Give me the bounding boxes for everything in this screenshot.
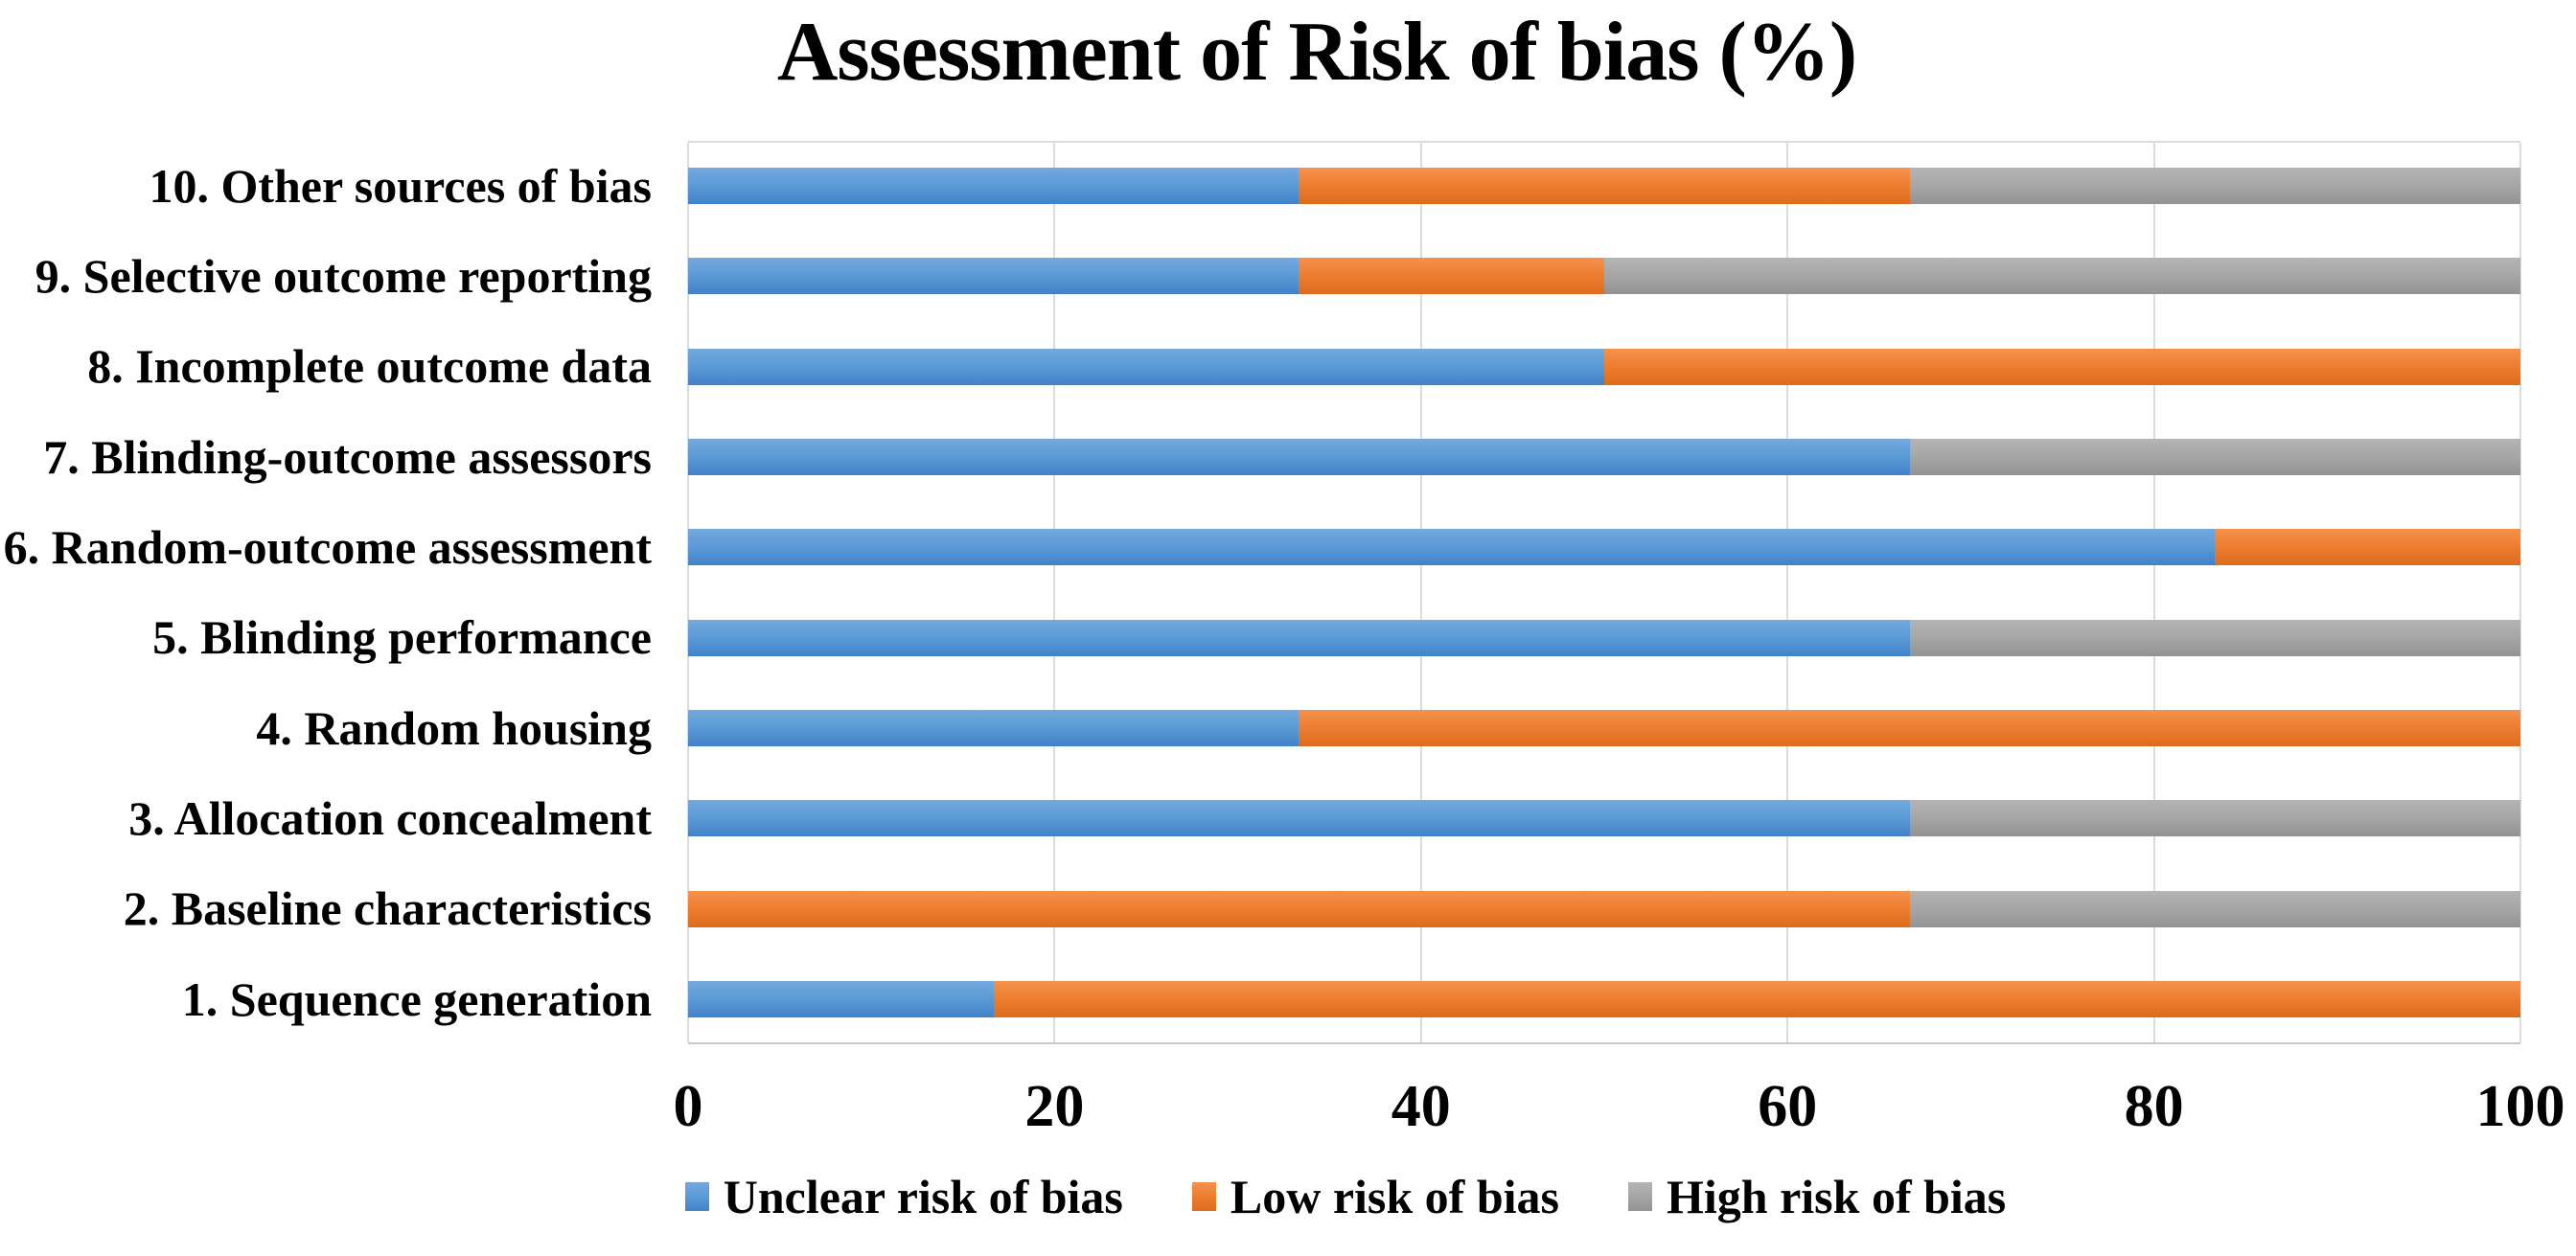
bar-segment-high: [1910, 800, 2520, 837]
category-label: 4. Random housing: [256, 700, 652, 755]
legend-swatch-icon: [1191, 1182, 1216, 1211]
chart-row: 7. Blinding-outcome assessors: [0, 412, 2576, 502]
legend-item-high: High risk of bias: [1628, 1173, 2006, 1221]
bar-segment-unclear: [688, 258, 1299, 295]
bar-track: [688, 348, 2520, 385]
x-axis-tick-label: 80: [2124, 1074, 2184, 1139]
chart-row: 9. Selective outcome reporting: [0, 231, 2576, 321]
category-label: 6. Random-outcome assessment: [3, 520, 652, 575]
bar-segment-unclear: [688, 619, 1911, 656]
bar-segment-unclear: [688, 168, 1300, 205]
bar-segment-high: [1910, 439, 2520, 476]
bar-segment-low: [1604, 348, 2520, 385]
bar-track: [688, 619, 2520, 656]
bar-segment-unclear: [688, 529, 2215, 566]
chart-row: 8. Incomplete outcome data: [0, 322, 2576, 412]
bar-track: [688, 800, 2520, 837]
x-axis-tick-label: 40: [1391, 1074, 1451, 1139]
gridline: [2519, 143, 2521, 1042]
x-axis-tick-label: 0: [673, 1074, 703, 1139]
x-axis-tick-label: 20: [1024, 1074, 1085, 1139]
bar-segment-high: [1909, 168, 2520, 205]
legend-label: High risk of bias: [1667, 1170, 2007, 1223]
bar-segment-high: [1910, 619, 2520, 656]
category-label: 1. Sequence generation: [181, 971, 652, 1026]
gridline: [1419, 143, 1422, 1042]
legend-item-low: Low risk of bias: [1191, 1170, 1559, 1223]
gridlines: [687, 141, 2521, 1044]
bar-segment-unclear: [688, 348, 1604, 385]
x-axis-tick-label: 100: [2475, 1074, 2565, 1139]
category-label: 9. Selective outcome reporting: [34, 249, 652, 304]
chart-row: 1. Sequence generation: [0, 954, 2576, 1044]
bar-segment-unclear: [688, 980, 995, 1017]
bar-track: [688, 258, 2520, 295]
legend-item-unclear: Unclear risk of bias: [684, 1170, 1123, 1223]
bar-segment-unclear: [688, 439, 1911, 476]
legend-label: Low risk of bias: [1230, 1170, 1559, 1223]
bar-segment-low: [688, 890, 1911, 927]
legend-label: Unclear risk of bias: [723, 1170, 1123, 1223]
category-label: 2. Baseline characteristics: [123, 881, 652, 936]
gridline: [687, 143, 689, 1042]
chart-row: 3. Allocation concealment: [0, 773, 2576, 863]
bar-track: [688, 529, 2520, 566]
bar-track: [688, 439, 2520, 476]
bar-track: [688, 980, 2520, 1017]
x-axis-tick-label: 60: [1758, 1074, 1818, 1139]
category-label: 10. Other sources of bias: [149, 158, 652, 213]
bar-segment-low: [1298, 709, 2520, 746]
chart-row: 10. Other sources of bias: [0, 141, 2576, 231]
chart-title: Assessment of Risk of bias (%): [776, 6, 1857, 99]
legend-swatch-icon: [684, 1182, 709, 1211]
bar-segment-unclear: [688, 709, 1299, 746]
category-label: 8. Incomplete outcome data: [87, 339, 652, 394]
bar-track: [688, 168, 2520, 205]
chart-row: 2. Baseline characteristics: [0, 863, 2576, 953]
bar-segment-high: [1910, 890, 2520, 927]
category-label: 7. Blinding-outcome assessors: [43, 429, 652, 484]
bar-track: [688, 709, 2520, 746]
gridline: [2152, 143, 2155, 1042]
bar-rows: 10. Other sources of bias 9. Selective ou…: [0, 141, 2576, 1044]
gridline: [1786, 143, 1789, 1042]
category-label: 5. Blinding performance: [152, 610, 652, 665]
plot-area: 10. Other sources of bias 9. Selective ou…: [0, 141, 2576, 1044]
bar-segment-unclear: [688, 800, 1911, 837]
chart-row: 4. Random housing: [0, 683, 2576, 773]
bar-segment-low: [1299, 168, 1910, 205]
legend-swatch-icon: [1628, 1182, 1652, 1211]
gridline: [1053, 143, 1056, 1042]
chart-row: 6. Random-outcome assessment: [0, 502, 2576, 592]
legend: Unclear risk of bias Low risk of bias High…: [58, 1173, 2576, 1221]
x-axis-ticks: 0 20 40 60 80 100: [674, 1071, 2565, 1142]
bar-segment-low: [2214, 529, 2520, 566]
chart-row: 5. Blinding performance: [0, 592, 2576, 682]
bar-segment-low: [994, 980, 2520, 1017]
category-label: 3. Allocation concealment: [128, 790, 652, 845]
bar-segment-high: [1604, 258, 2520, 295]
bar-segment-low: [1298, 258, 1604, 295]
bar-track: [688, 890, 2520, 927]
